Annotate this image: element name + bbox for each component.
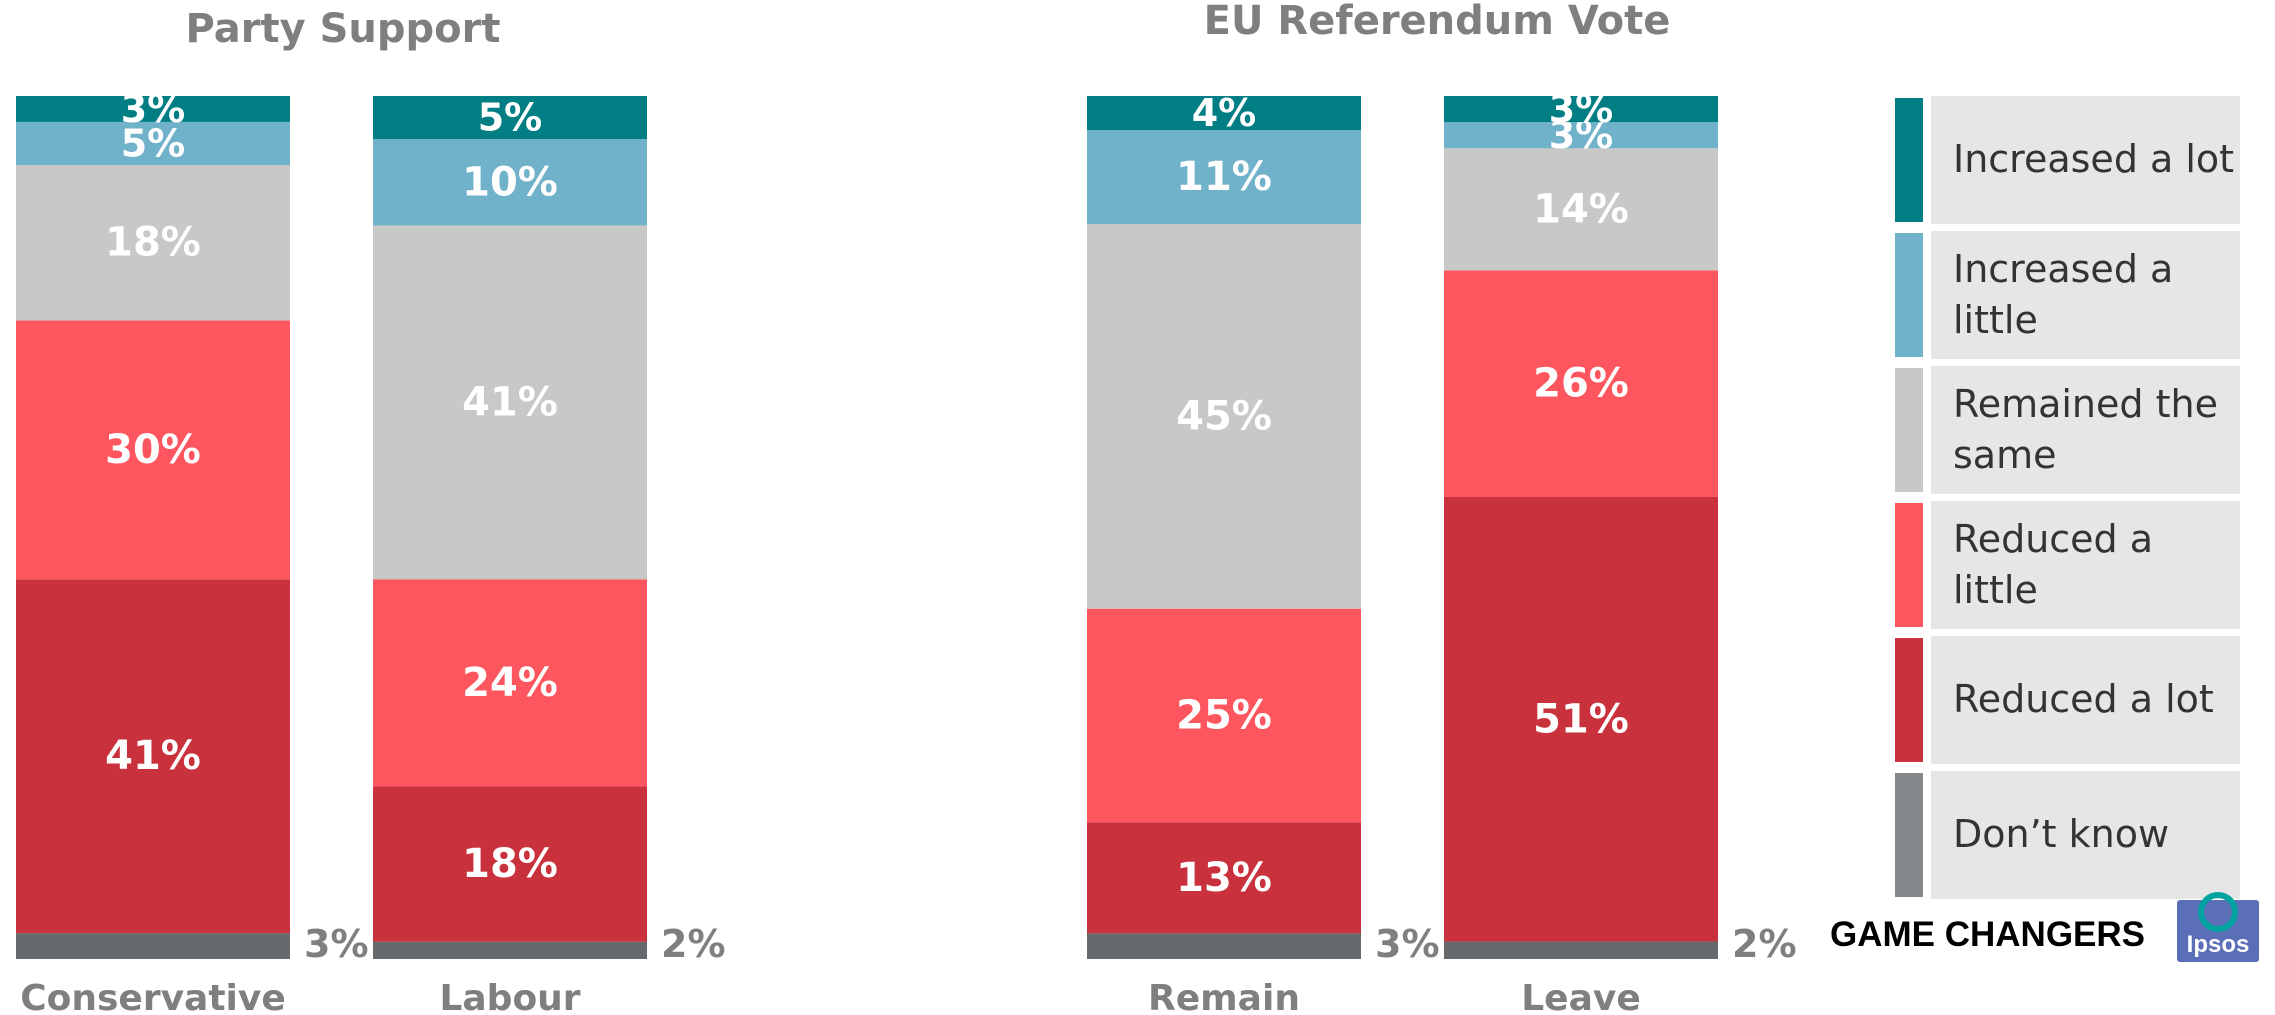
bar-segment: [1087, 933, 1361, 959]
data-label: 3%: [304, 922, 369, 966]
category-label: Leave: [1521, 978, 1641, 1015]
legend-swatch: [1895, 773, 1923, 897]
legend-swatch: [1895, 233, 1923, 357]
data-label: 45%: [1176, 393, 1272, 439]
data-label: 41%: [462, 379, 558, 425]
bar-segment: [373, 96, 647, 140]
brand-text: GAME CHANGERS: [1830, 915, 2146, 954]
data-label: 51%: [1533, 696, 1629, 742]
legend-swatch: [1895, 98, 1923, 222]
bar-segment: [16, 165, 290, 321]
data-label: 18%: [462, 841, 558, 887]
legend-item: Increased a lot: [1895, 96, 2240, 224]
data-label: 11%: [1176, 154, 1272, 200]
bar-segment: [373, 139, 647, 226]
legend-item: Remained the same: [1895, 366, 2240, 494]
legend-swatch: [1895, 368, 1923, 492]
category-label: Labour: [439, 978, 580, 1015]
legend-label: Increased a little: [1931, 231, 2240, 359]
data-label: 25%: [1176, 692, 1272, 738]
bar-segment: [1087, 224, 1361, 609]
bar-segment: [16, 579, 290, 934]
data-label: 3%: [1375, 922, 1440, 966]
legend: Increased a lot Increased a little Remaine…: [1895, 96, 2240, 906]
legend-label: Don’t know: [1931, 771, 2240, 899]
data-label: 5%: [121, 121, 186, 165]
data-label: 5%: [478, 96, 543, 140]
bar-segment: [1444, 96, 1718, 123]
data-label: 3%: [1549, 87, 1614, 131]
data-label: 10%: [462, 159, 558, 205]
bar-segment: [1444, 496, 1718, 942]
category-label: Remain: [1148, 978, 1300, 1015]
category-label: Conservative: [20, 978, 286, 1015]
bar-segment: [1444, 122, 1718, 149]
chart-title-0: Party Support: [186, 6, 501, 52]
data-label: 2%: [1732, 922, 1797, 966]
bar-segment: [373, 786, 647, 942]
legend-item: Increased a little: [1895, 231, 2240, 359]
data-label: 13%: [1176, 855, 1272, 901]
bar-segment: [373, 225, 647, 580]
legend-label: Reduced a lot: [1931, 636, 2240, 764]
bar-segment: [373, 941, 647, 959]
legend-item: Reduced a little: [1895, 501, 2240, 629]
legend-label: Reduced a little: [1931, 501, 2240, 629]
legend-swatch: [1895, 503, 1923, 627]
bar-segment: [16, 933, 290, 959]
bar-segment: [16, 121, 290, 166]
data-label: 41%: [105, 733, 201, 779]
bar-segment: [373, 579, 647, 787]
data-label: 26%: [1533, 361, 1629, 407]
legend-label: Remained the same: [1931, 366, 2240, 494]
data-label: 4%: [1192, 91, 1257, 135]
legend-swatch: [1895, 638, 1923, 762]
data-label: 14%: [1533, 186, 1629, 232]
bar-segment: [16, 320, 290, 580]
legend-item: Reduced a lot: [1895, 636, 2240, 764]
bar-segment: [1087, 96, 1361, 131]
bar-segment: [1087, 608, 1361, 823]
legend-item: Don’t know: [1895, 771, 2240, 899]
ipsos-logo: Ipsos: [2177, 892, 2259, 962]
bar-segment: [1087, 130, 1361, 225]
bar-segment: [1444, 148, 1718, 271]
bar-segment: [16, 96, 290, 122]
logo-text: Ipsos: [2187, 931, 2250, 958]
bar-segment: [1087, 822, 1361, 934]
data-label: 3%: [121, 87, 186, 131]
legend-label: Increased a lot: [1931, 96, 2240, 224]
data-label: 18%: [105, 220, 201, 266]
data-label: 24%: [462, 660, 558, 706]
data-label: 30%: [105, 427, 201, 473]
bar-segment: [1444, 941, 1718, 959]
data-label: 2%: [661, 922, 726, 966]
chart-title-1: EU Referendum Vote: [1204, 0, 1671, 44]
bar-segment: [1444, 270, 1718, 497]
